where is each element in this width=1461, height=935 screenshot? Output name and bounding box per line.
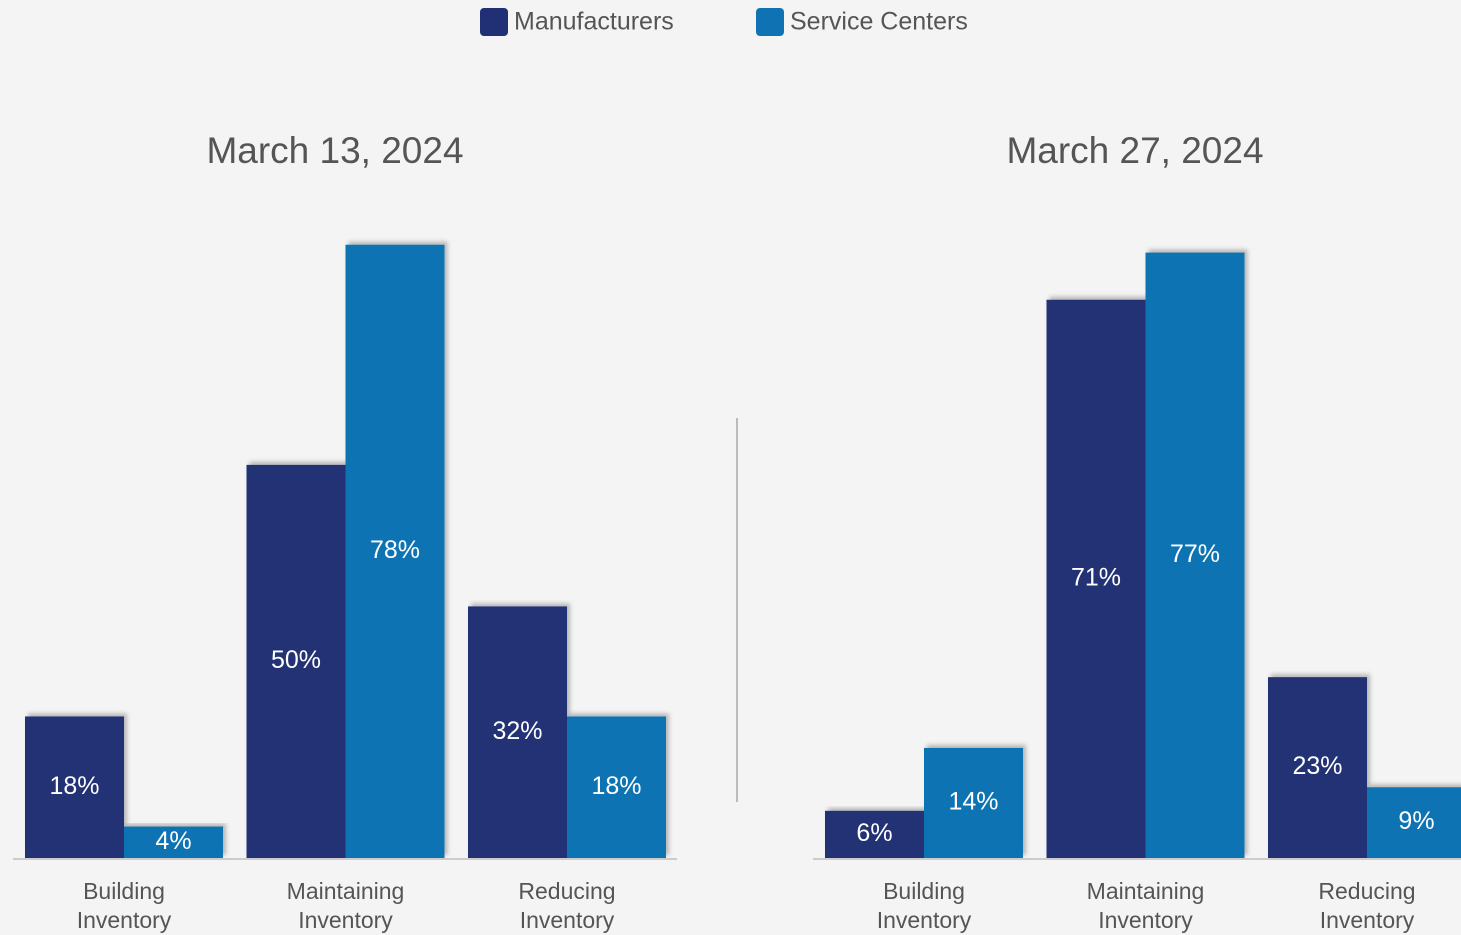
- data-label: 18%: [49, 772, 99, 800]
- bar: [468, 606, 567, 858]
- data-label: 77%: [1170, 540, 1220, 568]
- bar: [825, 810, 924, 858]
- bar: [246, 464, 346, 858]
- data-label: 32%: [492, 717, 542, 745]
- legend-label: Service Centers: [790, 8, 968, 36]
- data-label: 9%: [1398, 807, 1434, 835]
- data-label: 50%: [271, 646, 321, 674]
- bar: [25, 716, 124, 858]
- data-label: 6%: [856, 819, 892, 847]
- bar: [124, 826, 223, 858]
- data-label: 71%: [1071, 563, 1121, 591]
- legend-swatch: [756, 8, 784, 36]
- data-label: 14%: [948, 788, 998, 816]
- bar: [1367, 787, 1461, 858]
- legend-label: Manufacturers: [514, 8, 674, 36]
- data-label: 18%: [591, 772, 641, 800]
- x-tick-label: Reducing Inventory: [518, 878, 616, 933]
- x-tick-label: Maintaining Inventory: [1086, 878, 1205, 933]
- bar: [1145, 252, 1245, 858]
- x-tick-label: Building Inventory: [876, 878, 972, 933]
- data-label: 78%: [370, 536, 420, 564]
- bar: [1046, 299, 1146, 858]
- data-label: 4%: [155, 827, 191, 855]
- chart-title: March 27, 2024: [1006, 130, 1263, 171]
- chart-title: March 13, 2024: [206, 130, 463, 171]
- bar: [924, 747, 1023, 858]
- x-tick-label: Maintaining Inventory: [286, 878, 405, 933]
- bar: [567, 716, 666, 858]
- x-tick-label: Reducing Inventory: [1318, 878, 1416, 933]
- bar: [345, 244, 445, 859]
- bar: [1268, 677, 1367, 858]
- data-label: 23%: [1292, 752, 1342, 780]
- legend-swatch: [480, 8, 508, 36]
- x-tick-label: Building Inventory: [76, 878, 172, 933]
